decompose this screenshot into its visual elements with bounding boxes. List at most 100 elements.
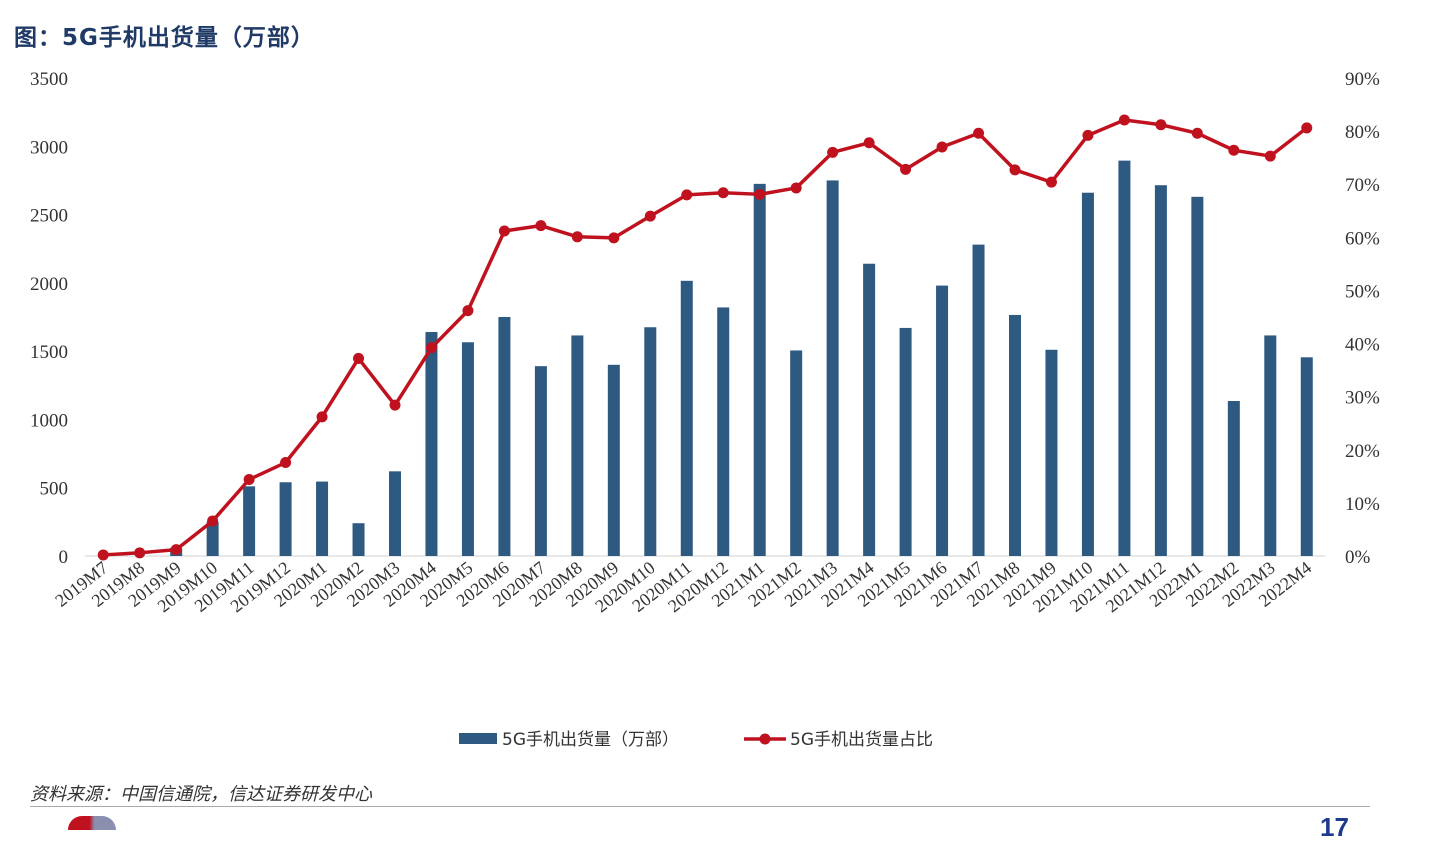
bar-2020M3 xyxy=(389,471,401,556)
bar-2022M1 xyxy=(1191,196,1204,556)
share-point-2020M3 xyxy=(389,399,401,411)
left-axis-tick-label: 2500 xyxy=(30,206,68,227)
right-axis-tick-label: 80% xyxy=(1345,122,1380,143)
share-point-2020M9 xyxy=(608,232,620,244)
right-axis-tick-label: 90% xyxy=(1345,69,1380,90)
right-axis-tick-label: 30% xyxy=(1345,388,1380,409)
left-axis-tick-label: 500 xyxy=(40,479,69,500)
bar-2020M10 xyxy=(644,327,657,556)
bar-2021M7 xyxy=(972,244,985,557)
legend-line-marker xyxy=(759,733,771,745)
x-axis-labels: 2019M72019M82019M92019M102019M112019M122… xyxy=(51,557,1315,616)
share-point-2021M5 xyxy=(900,163,912,175)
left-axis-tick-label: 3500 xyxy=(30,69,68,90)
bar-2020M1 xyxy=(316,481,329,556)
bar-2020M7 xyxy=(534,366,547,556)
bar-2021M10 xyxy=(1081,192,1094,556)
bar-series xyxy=(170,160,1313,557)
bar-2019M12 xyxy=(279,482,292,556)
share-point-2019M10 xyxy=(207,515,219,527)
share-point-2021M2 xyxy=(790,182,802,194)
bar-2022M4 xyxy=(1300,357,1313,556)
figure-title: 图：5G手机出货量（万部） xyxy=(14,25,315,51)
source-note: 资料来源：中国信通院，信达证券研发中心 xyxy=(30,784,372,805)
bar-2021M3 xyxy=(826,180,839,556)
bar-2020M11 xyxy=(680,280,693,556)
share-point-2020M4 xyxy=(425,342,437,354)
share-point-2022M3 xyxy=(1264,150,1276,162)
bar-2021M1 xyxy=(753,183,766,557)
bar-2021M4 xyxy=(863,263,876,556)
bar-2020M4 xyxy=(425,332,438,556)
legend-line-label: 5G手机出货量占比 xyxy=(790,730,933,750)
bar-2021M5 xyxy=(899,327,912,556)
bar-2021M9 xyxy=(1045,349,1058,556)
share-point-2022M2 xyxy=(1228,144,1240,156)
bar-2020M9 xyxy=(607,364,620,556)
share-point-2021M10 xyxy=(1082,129,1094,141)
chart: 0 500 1000 1500 2000 2500 3000 3500 0% 10% 20% 30%… xyxy=(30,69,1380,750)
bar-2021M6 xyxy=(936,285,949,556)
share-point-2020M5 xyxy=(462,305,474,317)
right-axis-ticks: 0% 10% 20% 30% 40% 50% 60% 70% 80% 90% xyxy=(1345,69,1380,568)
share-point-2022M1 xyxy=(1191,127,1203,139)
right-axis-tick-label: 10% xyxy=(1345,494,1380,515)
right-axis-tick-label: 70% xyxy=(1345,175,1380,196)
legend: 5G手机出货量（万部） 5G手机出货量占比 xyxy=(459,730,933,750)
share-point-2020M12 xyxy=(717,187,729,199)
share-point-2020M2 xyxy=(353,352,365,364)
share-point-2021M1 xyxy=(754,188,766,200)
right-axis-tick-label: 60% xyxy=(1345,228,1380,249)
bar-2020M6 xyxy=(498,317,511,556)
share-point-2021M8 xyxy=(1009,164,1021,176)
share-point-2020M11 xyxy=(681,189,693,201)
left-axis-tick-label: 0 xyxy=(59,547,69,568)
share-point-2022M4 xyxy=(1301,122,1313,134)
bar-2022M3 xyxy=(1264,335,1277,556)
page-number: 17 xyxy=(1320,812,1349,842)
share-point-2020M6 xyxy=(498,225,510,237)
share-point-2020M10 xyxy=(644,210,656,222)
share-point-2021M7 xyxy=(973,127,985,139)
line-series xyxy=(97,114,1313,561)
company-logo xyxy=(68,816,116,830)
share-point-2019M9 xyxy=(170,544,182,556)
bar-2019M11 xyxy=(243,486,256,556)
left-axis-tick-label: 2000 xyxy=(30,274,68,295)
share-point-2019M12 xyxy=(280,457,292,469)
legend-bar-label: 5G手机出货量（万部） xyxy=(502,730,679,750)
bar-2022M2 xyxy=(1227,400,1240,556)
share-point-2020M1 xyxy=(316,411,328,423)
bar-2021M12 xyxy=(1154,185,1167,557)
bar-2020M8 xyxy=(571,335,584,556)
bar-2020M12 xyxy=(717,307,730,556)
share-point-2019M11 xyxy=(243,474,255,486)
bar-2021M2 xyxy=(790,350,803,556)
bar-2020M5 xyxy=(461,342,474,556)
share-point-2021M9 xyxy=(1045,176,1057,188)
right-axis-tick-label: 20% xyxy=(1345,441,1380,462)
right-axis-tick-label: 0% xyxy=(1345,547,1371,568)
share-point-2021M3 xyxy=(827,146,839,158)
bar-2021M8 xyxy=(1009,314,1021,556)
share-point-2019M7 xyxy=(97,549,109,561)
right-axis-tick-label: 50% xyxy=(1345,281,1380,302)
bottom-divider xyxy=(30,806,1370,807)
share-point-2019M8 xyxy=(134,547,146,559)
left-axis-ticks: 0 500 1000 1500 2000 2500 3000 3500 xyxy=(30,69,68,568)
share-point-2021M4 xyxy=(863,137,875,149)
left-axis-tick-label: 1000 xyxy=(30,410,68,431)
bar-2021M11 xyxy=(1118,160,1131,556)
left-axis-tick-label: 3000 xyxy=(30,137,68,158)
share-point-2020M7 xyxy=(535,220,547,232)
bar-2020M2 xyxy=(352,523,365,556)
share-point-2020M8 xyxy=(571,231,583,243)
left-axis-tick-label: 1500 xyxy=(30,342,68,363)
share-point-2021M6 xyxy=(936,141,948,153)
right-axis-tick-label: 40% xyxy=(1345,335,1380,356)
share-point-2021M11 xyxy=(1118,114,1130,126)
bar-2019M10 xyxy=(206,521,219,556)
legend-bar-swatch xyxy=(459,733,497,744)
share-point-2021M12 xyxy=(1155,119,1167,131)
share-line xyxy=(103,118,1308,557)
